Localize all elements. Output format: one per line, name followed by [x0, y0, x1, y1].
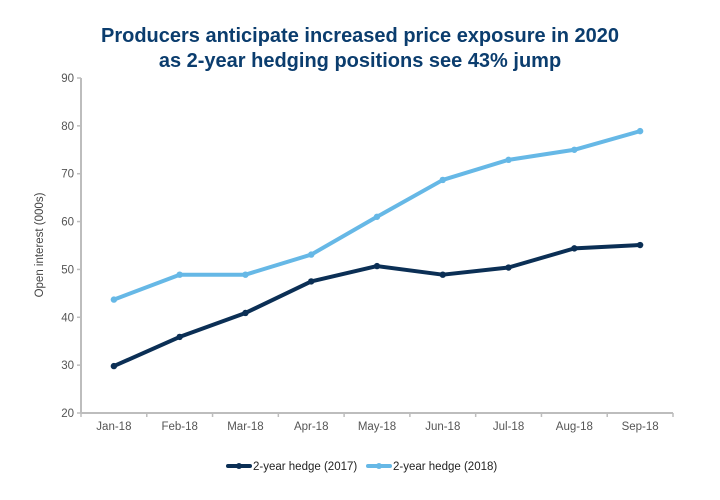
axes: 20 30 40 50 60 70 80 90 Jan-18 Feb-18 Mar-18 Apr-18… [61, 73, 674, 433]
data-point [308, 251, 315, 258]
legend-marker [376, 463, 382, 469]
data-point [110, 296, 118, 303]
data-point [373, 262, 381, 270]
data-point [636, 127, 644, 135]
legend-item: 2-year hedge (2018) [366, 461, 497, 473]
legend-marker [236, 463, 242, 469]
legend-label: 2-year hedge (2018) [393, 461, 497, 473]
x-tick-label: Aug-18 [556, 421, 593, 433]
data-point [373, 213, 381, 220]
y-tick-label: 20 [61, 408, 74, 420]
legend: 2-year hedge (2017) 2-year hedge (2018) [226, 461, 497, 473]
y-tick-label: 50 [61, 264, 74, 276]
data-point [242, 309, 249, 317]
x-tick-label: Feb-18 [161, 421, 197, 433]
data-point [110, 362, 118, 370]
data-point [571, 146, 578, 153]
data-point [636, 241, 644, 249]
series-2017 [110, 241, 644, 370]
y-tick-label: 30 [61, 360, 74, 372]
y-tick-label: 90 [61, 73, 74, 85]
chart-title-line-1: Producers anticipate increased price exp… [100, 25, 619, 47]
chart-title: Producers anticipate increased price exp… [0, 24, 720, 74]
series-group [110, 127, 644, 370]
x-tick-label: Jan-18 [96, 421, 131, 433]
y-tick-label: 40 [61, 312, 74, 324]
data-point [308, 278, 315, 285]
y-tick-label: 70 [61, 169, 74, 181]
x-tick-label: Sep-18 [622, 421, 659, 433]
x-tick-label: Apr-18 [294, 421, 329, 433]
legend-item: 2-year hedge (2017) [226, 461, 357, 473]
data-point [439, 271, 446, 278]
data-point [176, 271, 183, 278]
data-point [505, 264, 512, 271]
x-tick-label: Mar-18 [227, 421, 263, 433]
y-tick-label: 80 [61, 121, 74, 133]
y-tick-label: 60 [61, 217, 74, 229]
x-tick-label: Jul-18 [493, 421, 524, 433]
series-2018 [110, 127, 644, 303]
data-point [242, 271, 249, 278]
y-axis-label: Open interest (000s) [34, 192, 46, 297]
x-tick-label: May-18 [358, 421, 396, 433]
data-point [439, 176, 446, 184]
data-point [571, 245, 578, 252]
x-tick-label: Jun-18 [425, 421, 460, 433]
chart-subtitle: as 2-year hedging positions see 43% jump [158, 50, 562, 72]
legend-label: 2-year hedge (2017) [253, 461, 357, 473]
data-point [176, 333, 183, 341]
data-point [505, 156, 512, 164]
